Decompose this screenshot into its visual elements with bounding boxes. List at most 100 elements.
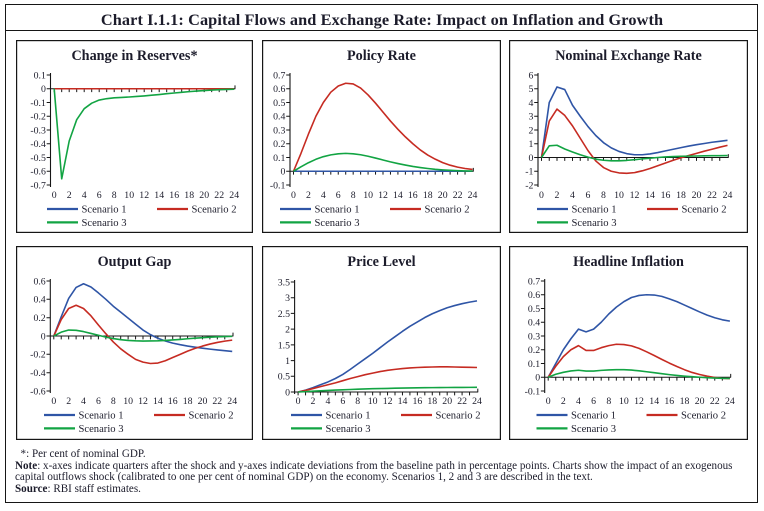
- svg-text:0: 0: [285, 387, 290, 398]
- svg-text:Scenario 2: Scenario 2: [192, 205, 237, 216]
- svg-text:0.5: 0.5: [278, 372, 290, 383]
- svg-text:4: 4: [570, 190, 575, 201]
- svg-text:Scenario 1: Scenario 1: [326, 411, 371, 422]
- svg-text:0: 0: [539, 190, 544, 201]
- svg-text:0: 0: [41, 331, 46, 342]
- svg-text:16: 16: [168, 396, 178, 407]
- svg-text:Scenario 1: Scenario 1: [315, 205, 360, 216]
- svg-text:0.2: 0.2: [528, 345, 540, 356]
- svg-text:Scenario 3: Scenario 3: [79, 424, 124, 435]
- svg-text:24: 24: [472, 396, 482, 407]
- svg-text:20: 20: [692, 190, 702, 201]
- svg-text:12: 12: [378, 190, 388, 201]
- svg-text:0.1: 0.1: [34, 70, 46, 81]
- svg-text:Scenario 3: Scenario 3: [571, 424, 616, 435]
- svg-text:0.6: 0.6: [528, 290, 540, 301]
- svg-text:12: 12: [138, 396, 148, 407]
- svg-text:18: 18: [184, 190, 194, 201]
- svg-text:0.2: 0.2: [273, 139, 285, 150]
- svg-text:-0.6: -0.6: [30, 167, 46, 178]
- svg-text:0.2: 0.2: [33, 313, 45, 324]
- svg-text:22: 22: [212, 396, 222, 407]
- svg-text:5: 5: [528, 84, 533, 95]
- svg-text:10: 10: [368, 396, 378, 407]
- svg-text:1: 1: [285, 356, 290, 367]
- svg-text:2.5: 2.5: [278, 309, 290, 320]
- svg-text:10: 10: [363, 190, 373, 201]
- svg-text:10: 10: [614, 190, 624, 201]
- svg-text:1.5: 1.5: [278, 340, 290, 351]
- svg-text:0: 0: [535, 373, 540, 384]
- svg-text:0.3: 0.3: [528, 331, 540, 342]
- svg-text:Scenario 2: Scenario 2: [682, 205, 727, 216]
- svg-text:0.5: 0.5: [273, 98, 285, 109]
- svg-text:0.6: 0.6: [273, 84, 285, 95]
- svg-text:22: 22: [710, 396, 720, 407]
- svg-text:-0.2: -0.2: [30, 112, 46, 123]
- svg-text:10: 10: [619, 396, 629, 407]
- svg-text:14: 14: [645, 190, 655, 201]
- svg-text:0: 0: [52, 190, 57, 201]
- svg-text:Scenario 3: Scenario 3: [315, 218, 360, 229]
- svg-text:16: 16: [664, 396, 674, 407]
- svg-text:14: 14: [153, 396, 163, 407]
- svg-text:0.4: 0.4: [528, 318, 540, 329]
- svg-text:12: 12: [383, 396, 393, 407]
- svg-text:0.7: 0.7: [528, 276, 540, 287]
- svg-text:16: 16: [413, 396, 423, 407]
- svg-text:2: 2: [555, 190, 560, 201]
- svg-text:-0.4: -0.4: [30, 139, 46, 150]
- svg-text:Nominal Exchange Rate: Nominal Exchange Rate: [555, 48, 702, 64]
- svg-text:2: 2: [528, 125, 533, 136]
- svg-text:0: 0: [51, 396, 56, 407]
- svg-text:20: 20: [438, 190, 448, 201]
- svg-text:Policy Rate: Policy Rate: [347, 48, 416, 64]
- svg-text:4: 4: [325, 396, 330, 407]
- svg-text:0: 0: [296, 396, 301, 407]
- svg-text:8: 8: [606, 396, 611, 407]
- svg-text:4: 4: [81, 396, 86, 407]
- svg-text:8: 8: [351, 190, 356, 201]
- svg-text:Headline Inflation: Headline Inflation: [573, 254, 684, 270]
- svg-text:22: 22: [707, 190, 717, 201]
- svg-text:8: 8: [601, 190, 606, 201]
- svg-text:6: 6: [97, 190, 102, 201]
- svg-text:20: 20: [199, 190, 209, 201]
- svg-text:4: 4: [82, 190, 87, 201]
- svg-text:0.3: 0.3: [273, 125, 285, 136]
- svg-text:Price Level: Price Level: [347, 254, 415, 270]
- svg-text:-0.4: -0.4: [30, 368, 46, 379]
- svg-text:2: 2: [561, 396, 566, 407]
- svg-text:8: 8: [111, 396, 116, 407]
- svg-text:18: 18: [680, 396, 690, 407]
- svg-text:2: 2: [67, 190, 72, 201]
- svg-text:20: 20: [442, 396, 452, 407]
- svg-text:3.5: 3.5: [278, 277, 290, 288]
- svg-text:10: 10: [124, 190, 134, 201]
- svg-text:10: 10: [123, 396, 133, 407]
- svg-text:Scenario 3: Scenario 3: [82, 218, 127, 229]
- svg-text:0.7: 0.7: [273, 70, 285, 81]
- svg-text:18: 18: [183, 396, 193, 407]
- svg-text:Scenario 1: Scenario 1: [571, 411, 616, 422]
- svg-text:2: 2: [285, 325, 290, 336]
- svg-text:12: 12: [630, 190, 640, 201]
- svg-text:0: 0: [291, 190, 296, 201]
- svg-text:-2: -2: [525, 180, 533, 191]
- svg-text:0.6: 0.6: [33, 276, 45, 287]
- svg-text:6: 6: [340, 396, 345, 407]
- svg-text:Scenario 2: Scenario 2: [681, 411, 726, 422]
- svg-text:Scenario 1: Scenario 1: [572, 205, 617, 216]
- svg-text:-0.3: -0.3: [30, 125, 46, 136]
- svg-text:14: 14: [649, 396, 659, 407]
- svg-text:20: 20: [695, 396, 705, 407]
- svg-text:6: 6: [591, 396, 596, 407]
- svg-text:16: 16: [408, 190, 418, 201]
- svg-text:22: 22: [453, 190, 463, 201]
- svg-text:Scenario 2: Scenario 2: [436, 411, 481, 422]
- svg-text:3: 3: [528, 112, 533, 123]
- svg-text:1: 1: [528, 139, 533, 150]
- svg-text:Scenario 3: Scenario 3: [572, 218, 617, 229]
- svg-text:0: 0: [280, 167, 285, 178]
- svg-text:12: 12: [139, 190, 149, 201]
